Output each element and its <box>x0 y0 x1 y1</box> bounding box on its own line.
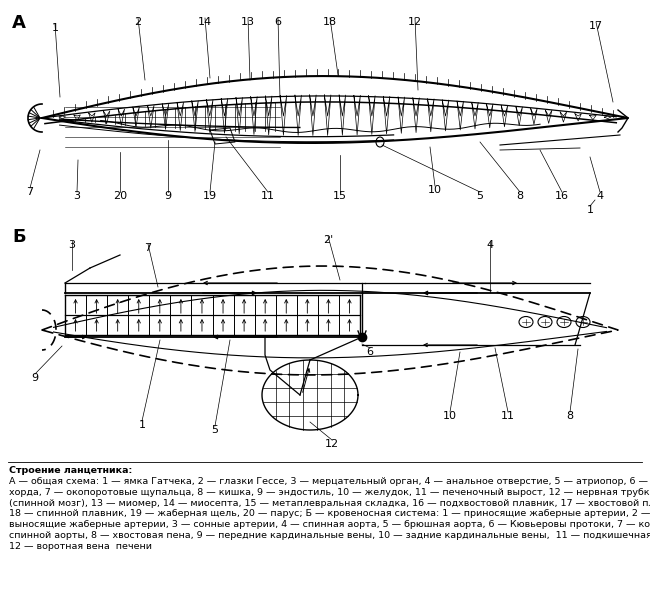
Text: 5: 5 <box>211 425 218 435</box>
Text: Б: Б <box>12 228 25 246</box>
Text: 9: 9 <box>31 373 38 383</box>
Text: 19: 19 <box>203 191 217 201</box>
Text: 3: 3 <box>73 191 81 201</box>
Text: выносящие жаберные артерии, 3 — сонные артерии, 4 — спинная аорта, 5 — брюшная а: выносящие жаберные артерии, 3 — сонные а… <box>9 520 650 529</box>
Text: 7: 7 <box>144 243 151 253</box>
Text: 9: 9 <box>164 191 172 201</box>
Text: 12 — воротная вена  печени: 12 — воротная вена печени <box>9 542 152 551</box>
Text: 2': 2' <box>323 235 333 245</box>
Text: 6: 6 <box>274 17 281 27</box>
Text: 1: 1 <box>51 23 58 33</box>
Text: хорда, 7 — окопоротовые щупальца, 8 — кишка, 9 — эндостиль, 10 — желудок, 11 — п: хорда, 7 — окопоротовые щупальца, 8 — ки… <box>9 488 650 497</box>
Text: спинной аорты, 8 — хвостовая пена, 9 — передние кардинальные вены, 10 — задние к: спинной аорты, 8 — хвостовая пена, 9 — п… <box>9 531 650 540</box>
Text: (спинной мозг), 13 — миомер, 14 — миосепта, 15 — метаплевральная складка, 16 — п: (спинной мозг), 13 — миомер, 14 — миосеп… <box>9 499 650 508</box>
Text: 4: 4 <box>597 191 604 201</box>
Text: 17: 17 <box>589 21 603 31</box>
Text: 11: 11 <box>261 191 275 201</box>
Text: 20: 20 <box>113 191 127 201</box>
Text: 10: 10 <box>428 185 442 195</box>
Text: 13: 13 <box>241 17 255 27</box>
Text: 4: 4 <box>486 240 493 250</box>
Text: 5: 5 <box>476 191 484 201</box>
Text: А — общая схема: 1 — ямка Гатчека, 2 — глазки Гессе, 3 — мерцательный орган, 4 —: А — общая схема: 1 — ямка Гатчека, 2 — г… <box>9 477 648 486</box>
Text: Строение ланцетника:: Строение ланцетника: <box>9 466 132 475</box>
Text: 12: 12 <box>408 17 422 27</box>
Text: 10: 10 <box>443 411 457 421</box>
Text: 11: 11 <box>501 411 515 421</box>
Text: 1: 1 <box>138 420 146 430</box>
Text: 6: 6 <box>367 347 374 357</box>
Text: 8: 8 <box>566 411 573 421</box>
Text: 2: 2 <box>135 17 142 27</box>
Text: 18 — спинной плавник, 19 — жаберная щель, 20 — парус; Б — кровеносная система: 1: 18 — спинной плавник, 19 — жаберная щель… <box>9 510 650 518</box>
Text: 15: 15 <box>333 191 347 201</box>
Text: 14: 14 <box>198 17 212 27</box>
Text: 7: 7 <box>27 187 34 197</box>
Text: 1: 1 <box>586 205 593 215</box>
Text: 3: 3 <box>68 240 75 250</box>
Text: 8: 8 <box>517 191 523 201</box>
Text: 16: 16 <box>555 191 569 201</box>
Text: 12: 12 <box>325 439 339 449</box>
Text: А: А <box>12 14 26 32</box>
Text: 18: 18 <box>323 17 337 27</box>
